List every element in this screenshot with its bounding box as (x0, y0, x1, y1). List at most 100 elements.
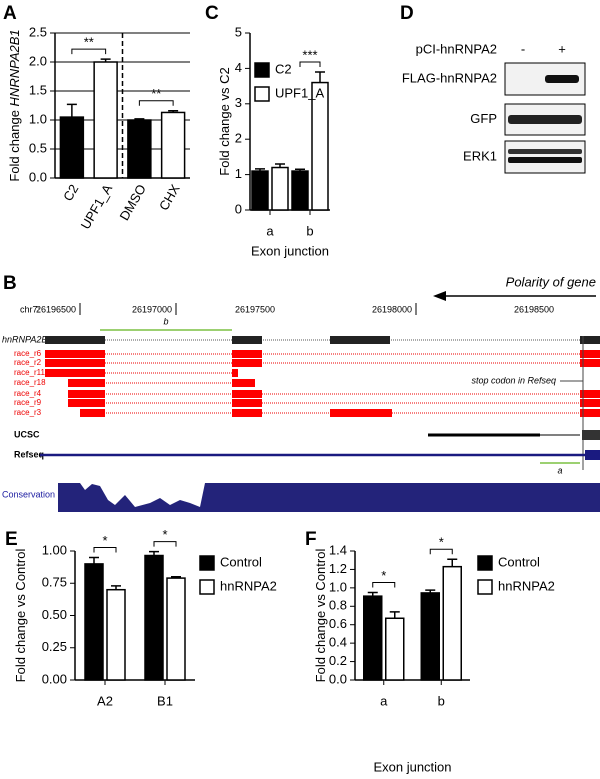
error-bar (100, 58, 111, 62)
legend-label: C2 (275, 61, 292, 76)
x-tick-label: A2 (97, 693, 113, 708)
gene-exon (330, 336, 390, 344)
ucsc-label: UCSC (14, 429, 40, 439)
region-b-label: b (163, 316, 168, 326)
y-tick-label: 1.0 (29, 111, 47, 126)
y-tick-label: 0.0 (329, 671, 347, 686)
y-tick-label: 2.0 (29, 53, 47, 68)
x-tick-label: DMSO (116, 182, 148, 223)
race-label: race_r4 (14, 389, 42, 398)
y-tick-label: 3 (235, 95, 242, 110)
y-tick-label: 0.5 (29, 140, 47, 155)
x-tick-label: b (438, 693, 445, 708)
bar (106, 588, 126, 681)
error-bar (66, 103, 77, 118)
x-axis-label: Exon junction (373, 759, 451, 774)
significance-bracket (93, 546, 117, 553)
y-tick-label: 5 (235, 24, 242, 39)
race-exon (232, 409, 262, 417)
race-exon (580, 359, 600, 367)
y-axis-label: Fold change vs C2 (217, 67, 232, 175)
race-exon (580, 390, 600, 398)
error-bar (255, 168, 265, 172)
legend-label: UPF1_A (275, 85, 324, 100)
legend-label: Control (220, 554, 262, 569)
error-bar (149, 550, 159, 556)
polarity-label: Polarity of gene (506, 274, 596, 289)
error-bar (168, 109, 179, 113)
significance-bracket (138, 100, 174, 106)
significance-bracket (429, 548, 453, 555)
y-tick-label: 0.00 (42, 671, 67, 686)
significance-bracket (372, 581, 396, 588)
y-axis-label-text: Fold change vs Control (313, 549, 328, 683)
ucsc-exon (582, 430, 600, 440)
blot-row-label: ERK1 (463, 148, 497, 163)
y-tick-label: 0.75 (42, 575, 67, 590)
significance-label: * (381, 568, 386, 583)
bar (93, 61, 118, 179)
y-tick-label: 0.25 (42, 639, 67, 654)
y-tick-label: 0.50 (42, 607, 67, 622)
race-exon (232, 369, 238, 377)
bar (420, 592, 440, 681)
race-label: race_r11 (14, 368, 46, 377)
race-exon (580, 399, 600, 407)
y-tick-label: 0 (235, 201, 242, 216)
legend-label: hnRNPA2 (498, 578, 555, 593)
y-axis-label: Fold change vs Control (13, 549, 28, 683)
legend-swatch (477, 555, 493, 571)
x-tick-label: C2 (60, 182, 81, 204)
construct-label: pCI-hnRNPA2 (416, 41, 497, 56)
legend-swatch (254, 62, 270, 78)
y-tick-label: 1.4 (329, 542, 347, 557)
significance-label: * (439, 535, 444, 550)
significance-label: ** (151, 86, 161, 101)
blot-row-label: GFP (470, 111, 497, 126)
y-tick-label: 0.2 (329, 653, 347, 668)
race-exon (580, 350, 600, 358)
y-axis-label: Fold change HNRNPA2B1 (7, 29, 22, 181)
race-exon (68, 390, 105, 398)
legend-swatch (477, 579, 493, 595)
bar (166, 577, 186, 681)
chrom-label: chr7: (20, 304, 40, 314)
x-axis-label: Exon junction (251, 243, 329, 258)
legend-label: hnRNPA2 (220, 578, 277, 593)
refseq-exon (585, 450, 600, 460)
legend-label: Control (498, 554, 540, 569)
panel-letter: B (3, 273, 17, 294)
y-tick-label: 1.00 (42, 542, 67, 557)
significance-bracket (153, 541, 177, 547)
race-label: race_r9 (14, 398, 42, 407)
y-tick-label: 0.4 (329, 635, 347, 650)
error-bar (111, 585, 121, 590)
error-bar (389, 611, 400, 619)
blot-band (545, 75, 579, 83)
race-exon (232, 390, 262, 398)
gene-exon (45, 336, 105, 344)
y-axis-label: Fold change vs Control (313, 549, 328, 683)
y-axis-label-gene: HNRNPA2B1 (7, 29, 22, 106)
legend-swatch (199, 579, 215, 595)
refseq-label: Refseq (14, 449, 44, 459)
legend-swatch (199, 555, 215, 571)
lane-label: + (558, 41, 566, 56)
bar (59, 116, 85, 179)
stop-note-bg (440, 374, 558, 388)
race-exon (45, 350, 105, 358)
race-exon (232, 359, 262, 367)
y-axis-label-text: Fold change vs Control (13, 549, 28, 683)
bar (144, 554, 164, 681)
significance-label: *** (302, 47, 317, 62)
race-exon (45, 359, 105, 367)
significance-bracket (299, 61, 321, 67)
error-bar (171, 576, 181, 579)
x-tick-label: B1 (157, 693, 173, 708)
y-axis-label-text: Fold change vs C2 (217, 67, 232, 175)
race-label: race_r6 (14, 349, 42, 358)
race-exon (232, 350, 262, 358)
bar (385, 617, 405, 681)
y-tick-label: 1.5 (29, 82, 47, 97)
